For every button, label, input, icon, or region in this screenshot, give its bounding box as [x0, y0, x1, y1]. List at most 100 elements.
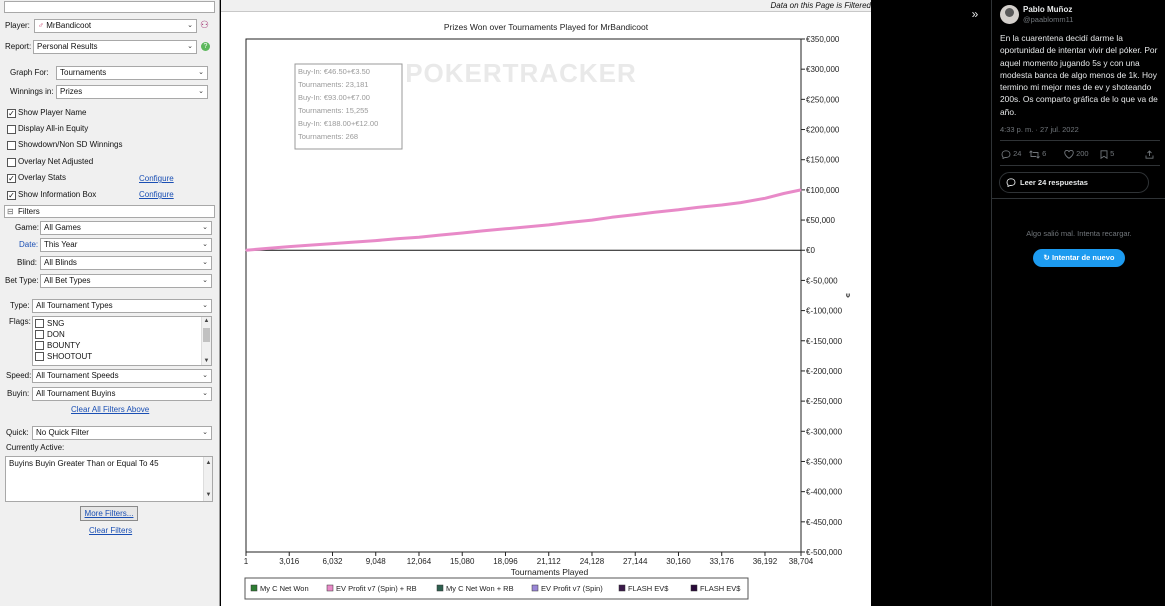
flags-scrollbar[interactable]: ▲ ▼: [201, 317, 211, 365]
retry-button[interactable]: ↻ Intentar de nuevo: [1033, 249, 1125, 267]
info-box-line: Tournaments: 23,181: [298, 80, 368, 89]
y-tick-label: €-300,000: [806, 427, 843, 436]
winnings-in-select[interactable]: Prizes ⌄: [56, 85, 208, 99]
avatar[interactable]: [1000, 5, 1019, 24]
y-tick-label: €-200,000: [806, 367, 843, 376]
checkbox[interactable]: [35, 352, 44, 362]
like-button[interactable]: 200: [1064, 149, 1089, 159]
game-select[interactable]: All Games ⌄: [40, 221, 212, 235]
heart-icon: [1064, 149, 1074, 159]
legend-label: EV Profit v7 (Spin) + RB: [336, 584, 417, 593]
flags-list[interactable]: SNG DON BOUNTY SHOOTOUT ▲ ▼: [32, 316, 212, 366]
tweet-timestamp[interactable]: 4:33 p. m. · 27 jul. 2022: [1000, 125, 1079, 134]
blind-select[interactable]: All Blinds ⌄: [40, 256, 212, 270]
divider: [1000, 140, 1160, 141]
buyin-value: All Tournament Buyins: [36, 389, 116, 398]
graph-for-value: Tournaments: [60, 68, 107, 77]
active-scrollbar[interactable]: ▲ ▼: [203, 457, 212, 501]
legend: [244, 577, 749, 600]
flag-label: SHOOTOUT: [47, 352, 93, 361]
info-box-line: Buy-In: €188.00+€12.00: [298, 119, 378, 128]
bet-type-select[interactable]: All Bet Types ⌄: [40, 274, 212, 288]
graph-for-select[interactable]: Tournaments ⌄: [56, 66, 208, 80]
series-point: [783, 192, 785, 195]
read-replies-button[interactable]: Leer 24 respuestas: [999, 172, 1149, 193]
filters-header[interactable]: ⊟ Filters: [4, 205, 215, 218]
clear-filters-link[interactable]: Clear Filters: [89, 526, 133, 535]
y-tick-label: €0: [806, 246, 815, 255]
series-point: [721, 204, 723, 206]
y-tick-label: €250,000: [806, 95, 840, 104]
y-tick-label: €-250,000: [806, 397, 843, 406]
configure-infobox-link[interactable]: Configure: [139, 190, 174, 199]
flag-item-bounty[interactable]: BOUNTY: [35, 341, 80, 351]
scroll-down-icon[interactable]: ▼: [205, 492, 212, 498]
currently-active-box[interactable]: Buyins Buyin Greater Than or Equal To 45…: [5, 456, 213, 502]
checkbox[interactable]: [7, 141, 16, 150]
filters-title: Filters: [18, 207, 40, 216]
help-icon[interactable]: ?: [201, 42, 210, 51]
checkbox[interactable]: [7, 158, 16, 167]
series-point: [438, 234, 441, 236]
player-select[interactable]: ♂ MrBandicoot ⌄: [34, 19, 197, 33]
chevron-down-icon: ⌄: [202, 390, 208, 397]
buyin-select[interactable]: All Tournament Buyins ⌄: [32, 387, 212, 401]
checkbox[interactable]: [35, 341, 44, 351]
configure-overlay-link[interactable]: Configure: [139, 174, 174, 183]
flag-item-don[interactable]: DON: [35, 330, 65, 340]
scroll-down-icon[interactable]: ▼: [203, 358, 210, 364]
series-point: [634, 214, 636, 216]
tweet-author-name[interactable]: Pablo Muñoz: [1023, 5, 1073, 14]
x-tick-label: 15,080: [450, 557, 475, 566]
scroll-up-icon[interactable]: ▲: [203, 318, 210, 324]
type-select[interactable]: All Tournament Types ⌄: [32, 299, 212, 313]
tweet-author-handle[interactable]: @paablomm11: [1023, 15, 1074, 24]
more-filters-button[interactable]: More Filters...: [80, 506, 138, 521]
type-value: All Tournament Types: [36, 301, 113, 310]
top-search-input[interactable]: [4, 1, 215, 13]
series-point: [288, 246, 290, 248]
checkbox[interactable]: [35, 319, 44, 329]
checkbox[interactable]: ✓: [7, 191, 16, 200]
reply-button[interactable]: 24: [1001, 149, 1021, 159]
bookmark-button[interactable]: 5: [1100, 149, 1114, 159]
expand-icon[interactable]: »: [971, 7, 979, 21]
scrollbar-thumb[interactable]: [203, 328, 210, 342]
quick-filter-value: No Quick Filter: [36, 428, 89, 437]
side-marker: ᴪ: [846, 291, 851, 300]
checkbox[interactable]: [7, 125, 16, 134]
buyin-label: Buyin:: [7, 389, 30, 398]
clear-all-filters-above-link[interactable]: Clear All Filters Above: [71, 405, 150, 414]
retweet-button[interactable]: 6: [1029, 149, 1046, 159]
players-icon[interactable]: ⚇: [200, 20, 209, 31]
speed-select[interactable]: All Tournament Speeds ⌄: [32, 369, 212, 383]
y-tick-label: €-450,000: [806, 518, 843, 527]
refresh-icon: ↻: [1043, 253, 1050, 262]
game-label: Game:: [15, 223, 40, 232]
divider: [992, 198, 1165, 199]
info-box-line: Tournaments: 15,255: [298, 106, 368, 115]
report-select[interactable]: Personal Results ⌄: [33, 40, 197, 54]
checkbox[interactable]: ✓: [7, 109, 16, 118]
option-label: Showdown/Non SD Winnings: [18, 140, 123, 149]
reply-icon: [1006, 178, 1016, 187]
x-axis-label: Tournaments Played: [511, 567, 589, 577]
x-tick-label: 6,032: [322, 557, 343, 566]
checkbox[interactable]: ✓: [7, 174, 16, 183]
quick-filter-select[interactable]: No Quick Filter ⌄: [32, 426, 212, 440]
series-point: [309, 244, 312, 246]
collapse-icon[interactable]: ⊟: [7, 207, 14, 216]
flag-item-sng[interactable]: SNG: [35, 319, 64, 329]
scroll-up-icon[interactable]: ▲: [205, 460, 212, 466]
error-message: Algo salió mal. Intenta recargar.: [1026, 229, 1132, 238]
x-tick-label: 24,128: [580, 557, 605, 566]
tweet-panel: Pablo Muñoz @paablomm11 En la cuarentena…: [991, 0, 1165, 606]
series-point: [568, 221, 570, 224]
checkbox[interactable]: [35, 330, 44, 340]
flag-label: SNG: [47, 319, 65, 328]
legend-label: My C Net Won: [260, 584, 309, 593]
reply-icon: [1001, 149, 1011, 159]
share-button[interactable]: [1145, 149, 1154, 159]
flag-item-shootout[interactable]: SHOOTOUT: [35, 352, 92, 362]
date-select[interactable]: This Year ⌄: [40, 238, 212, 252]
